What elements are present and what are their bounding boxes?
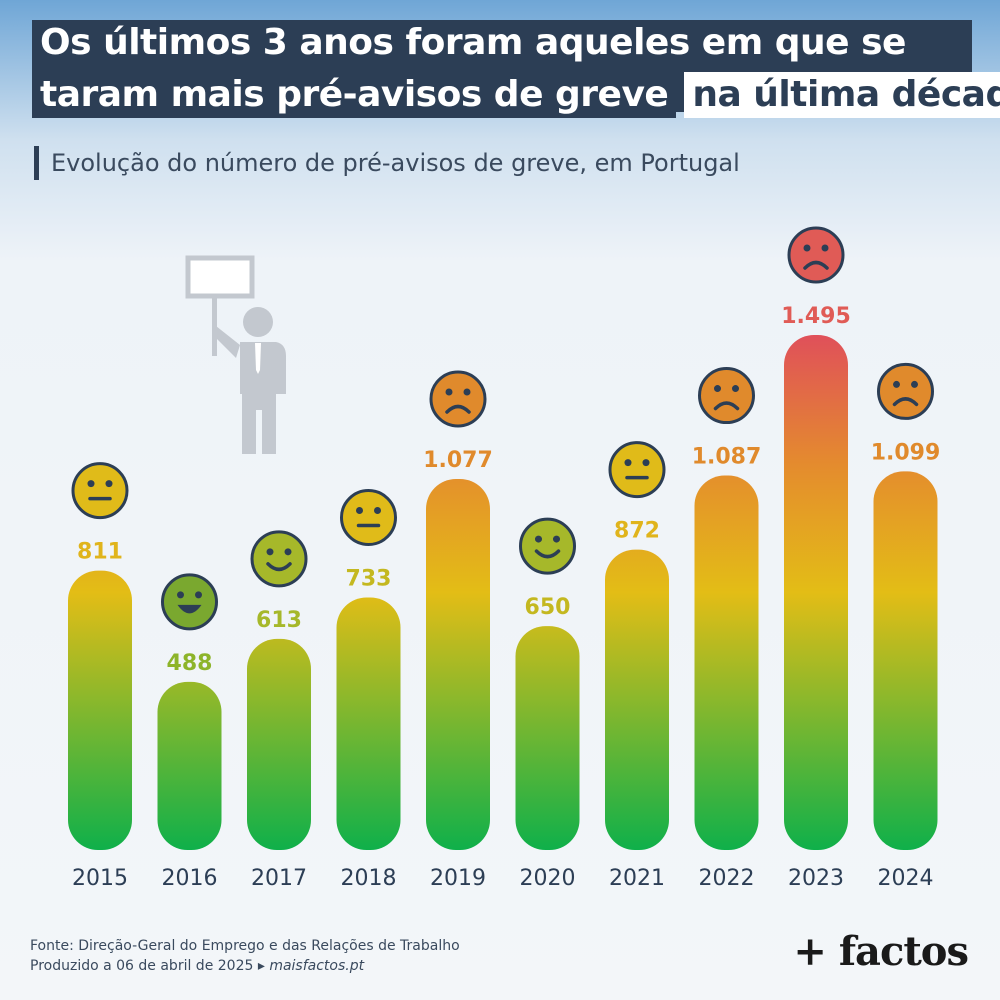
bar-2023 <box>784 335 848 850</box>
source-text: Fonte: Direção-Geral do Emprego e das Re… <box>30 938 460 954</box>
value-label-2017: 613 <box>256 608 302 633</box>
bar-2015 <box>68 570 132 850</box>
face-neutral-icon <box>608 441 666 499</box>
face-sad-icon <box>877 362 934 420</box>
bar-2016 <box>157 681 222 850</box>
value-label-2023: 1.495 <box>781 304 851 329</box>
x-tick-2024: 2024 <box>878 866 934 891</box>
face-sad-icon <box>787 226 845 284</box>
footer: Fonte: Direção-Geral do Emprego e das Re… <box>30 936 460 976</box>
faces-group <box>71 226 934 631</box>
value-label-2015: 811 <box>77 540 123 565</box>
bar-2019 <box>426 478 490 850</box>
face-smile-icon <box>250 530 308 588</box>
bar-2021 <box>605 549 669 850</box>
value-label-2018: 733 <box>346 566 392 591</box>
value-label-2020: 650 <box>525 595 571 620</box>
x-tick-2023: 2023 <box>788 866 844 891</box>
x-tick-2021: 2021 <box>609 866 665 891</box>
value-label-2024: 1.099 <box>871 440 941 465</box>
face-sad-icon <box>698 367 755 425</box>
face-neutral-icon <box>71 462 129 520</box>
face-happy-icon <box>161 573 218 631</box>
face-neutral-icon <box>340 488 397 546</box>
title-text-2-light: na última década <box>684 72 1000 118</box>
x-tick-2015: 2015 <box>72 866 128 891</box>
bars-group <box>68 335 938 850</box>
title-text-2-dark: taram mais pré-avisos de greve <box>32 72 677 118</box>
bar-2024 <box>873 471 938 850</box>
value-label-2022: 1.087 <box>692 445 762 470</box>
title-line-2: taram mais pré-avisos de greve na última … <box>32 72 1000 118</box>
x-tick-2016: 2016 <box>162 866 218 891</box>
bar-2022 <box>694 475 759 850</box>
x-axis-ticks: 2015 2016 2017 2018 2019 2020 2021 2022 2023 2024 <box>72 866 934 891</box>
bar-2020 <box>515 626 580 850</box>
x-tick-2018: 2018 <box>341 866 397 891</box>
chart-subtitle: Evolução do número de pré-avisos de grev… <box>34 146 740 180</box>
produced-line: Produzido a 06 de abril de 2025 ▸ maisfa… <box>30 956 460 976</box>
bar-2017 <box>247 638 311 850</box>
x-tick-2017: 2017 <box>251 866 307 891</box>
value-label-2021: 872 <box>614 519 660 544</box>
site-link[interactable]: maisfactos.pt <box>269 958 365 974</box>
x-tick-2019: 2019 <box>430 866 486 891</box>
value-label-2019: 1.077 <box>423 448 493 473</box>
value-label-2016: 488 <box>167 651 213 676</box>
x-tick-2020: 2020 <box>520 866 576 891</box>
x-tick-2022: 2022 <box>699 866 755 891</box>
bar-2018 <box>336 597 401 850</box>
produced-text: Produzido a 06 de abril de 2025 <box>30 958 254 974</box>
face-smile-icon <box>519 517 576 575</box>
brand-logo: + factos <box>793 928 969 975</box>
protester-illustration <box>185 255 286 454</box>
arrow-icon: ▸ <box>257 958 265 974</box>
face-sad-icon <box>429 370 487 428</box>
value-labels-group: 811 488 613 733 1.077 650 872 1.087 1.495 1.099 <box>77 304 940 676</box>
